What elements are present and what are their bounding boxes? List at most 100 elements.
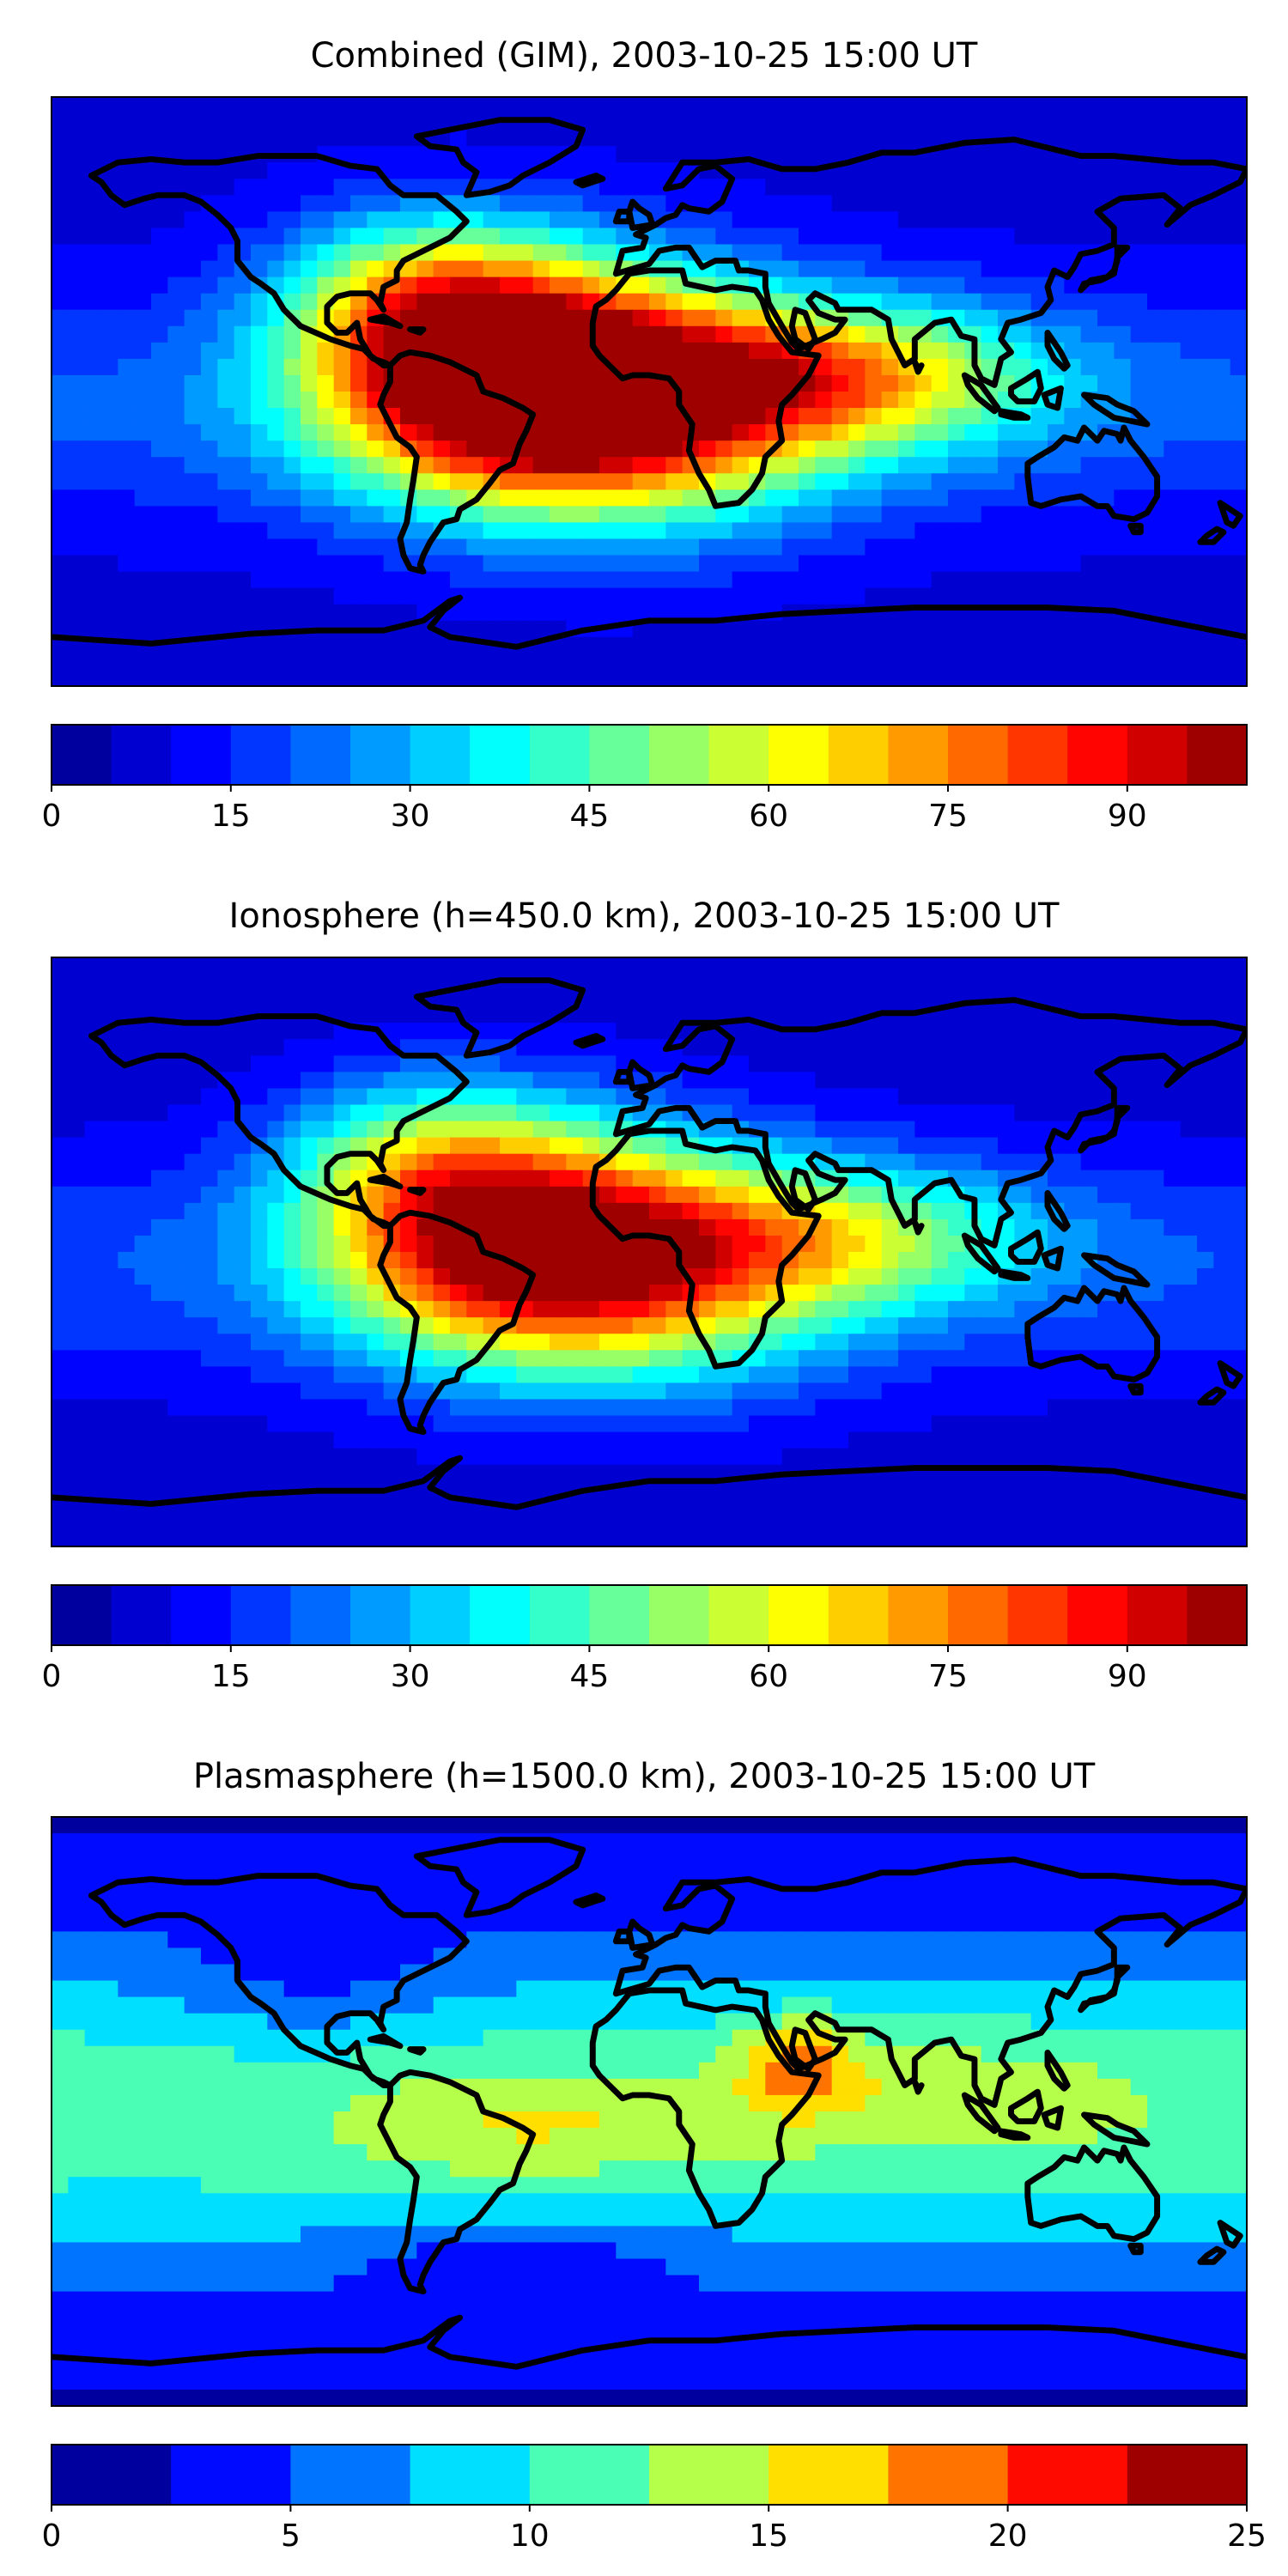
- field-cell: [1147, 1301, 1164, 1318]
- field-cell: [1080, 228, 1098, 246]
- field-cell: [433, 457, 451, 474]
- field-cell: [217, 636, 235, 654]
- field-cell: [383, 604, 401, 622]
- field-cell: [1230, 1072, 1247, 1090]
- field-cell: [649, 342, 666, 360]
- field-cell: [566, 957, 584, 975]
- field-cell: [998, 276, 1015, 295]
- field-cell: [1048, 669, 1065, 686]
- field-cell: [931, 1218, 949, 1236]
- field-cell: [1180, 358, 1198, 376]
- field-cell: [52, 195, 69, 212]
- field-cell: [799, 1055, 816, 1072]
- field-cell: [350, 636, 368, 654]
- field-cell: [333, 228, 351, 246]
- field-cell: [367, 276, 385, 295]
- field-cell: [1114, 1399, 1132, 1417]
- field-cell: [1048, 1268, 1065, 1285]
- field-cell: [217, 489, 235, 507]
- field-cell: [101, 669, 118, 686]
- field-cell: [450, 473, 467, 490]
- field-cell: [52, 1415, 69, 1433]
- field-cell: [516, 506, 534, 524]
- field-cell: [848, 1350, 866, 1367]
- field-cell: [566, 1399, 584, 1417]
- field-cell: [914, 1252, 933, 1269]
- field-cell: [118, 522, 136, 540]
- field-cell: [1130, 342, 1148, 360]
- field-cell: [1213, 1431, 1231, 1449]
- field-cell: [865, 1023, 883, 1040]
- field-cell: [184, 620, 202, 638]
- field-cell: [566, 1366, 584, 1384]
- field-cell: [134, 538, 152, 556]
- field-cell: [550, 669, 567, 686]
- field-cell: [914, 342, 933, 360]
- field-cell: [1097, 1023, 1115, 1040]
- field-cell: [416, 195, 434, 212]
- field-cell: [998, 473, 1015, 490]
- field-cell: [483, 1170, 501, 1188]
- field-cell: [234, 604, 252, 622]
- field-cell: [1064, 1366, 1082, 1384]
- field-cell: [68, 211, 86, 229]
- field-cell: [931, 538, 949, 556]
- field-cell: [101, 604, 118, 622]
- field-cell: [1180, 309, 1198, 327]
- field-cell: [466, 1448, 484, 1466]
- field-cell: [566, 604, 584, 622]
- field-cell: [1147, 1023, 1164, 1040]
- field-cell: [118, 228, 136, 246]
- field-cell: [682, 1006, 700, 1024]
- field-cell: [101, 538, 118, 556]
- field-cell: [881, 424, 899, 441]
- field-cell: [301, 1104, 318, 1122]
- field-cell: [84, 1170, 102, 1188]
- field-cell: [416, 587, 434, 605]
- field-cell: [184, 1202, 202, 1220]
- field-cell: [616, 457, 634, 474]
- field-cell: [217, 1252, 235, 1269]
- field-cell: [1180, 228, 1198, 246]
- field-cell: [68, 974, 86, 991]
- field-cell: [931, 587, 949, 605]
- field-cell: [134, 113, 152, 131]
- field-cell: [831, 146, 849, 163]
- field-cell: [881, 990, 899, 1007]
- field-cell: [699, 1382, 716, 1400]
- field-cell: [931, 162, 949, 179]
- field-cell: [1114, 1153, 1132, 1171]
- field-cell: [383, 195, 401, 212]
- field-cell: [599, 211, 617, 229]
- field-cell: [898, 1153, 915, 1171]
- field-cell: [1130, 538, 1148, 556]
- field-cell: [184, 1088, 202, 1106]
- field-cell: [964, 1088, 982, 1106]
- field-cell: [566, 244, 584, 262]
- field-cell: [350, 1121, 368, 1139]
- field-cell: [450, 1317, 467, 1334]
- field-cell: [781, 1285, 799, 1302]
- field-cell: [815, 146, 833, 163]
- field-cell: [317, 1350, 335, 1367]
- field-cell: [765, 1055, 783, 1072]
- field-cell: [52, 489, 69, 507]
- field-cell: [1097, 1448, 1115, 1466]
- field-cell: [914, 1039, 933, 1056]
- colorbar-segment: [470, 725, 531, 785]
- field-cell: [134, 1301, 152, 1318]
- field-cell: [184, 392, 202, 409]
- field-cell: [416, 424, 434, 441]
- field-cell: [52, 506, 69, 524]
- field-cell: [931, 276, 949, 295]
- field-cell: [582, 1399, 600, 1417]
- field-cell: [516, 990, 534, 1007]
- field-cell: [317, 1121, 335, 1139]
- field-cell: [333, 587, 351, 605]
- field-cell: [500, 506, 517, 524]
- field-cell: [52, 1170, 69, 1188]
- field-cell: [151, 1350, 168, 1367]
- field-cell: [582, 1431, 600, 1449]
- field-cell: [400, 571, 417, 589]
- field-cell: [101, 374, 118, 392]
